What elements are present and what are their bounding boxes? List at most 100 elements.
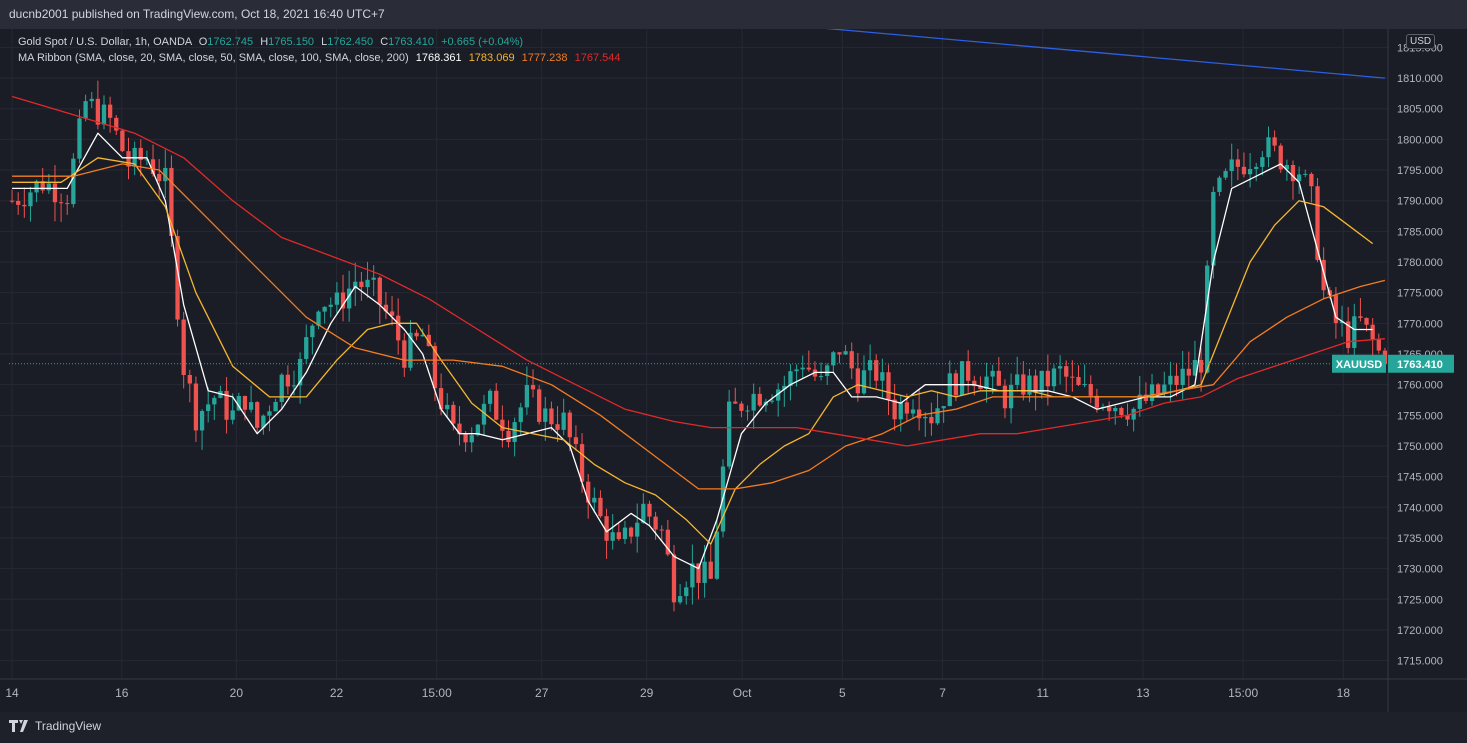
candle xyxy=(297,352,303,404)
currency-button[interactable]: USD xyxy=(1406,34,1436,49)
candle-body xyxy=(1254,166,1259,170)
candle xyxy=(647,500,652,527)
candle xyxy=(40,167,45,194)
open-label: O xyxy=(198,36,208,48)
candle-body xyxy=(279,374,284,402)
price-tick-label: 1780.000 xyxy=(1397,257,1443,269)
candle-body xyxy=(175,236,180,320)
candle-body xyxy=(671,554,677,603)
candle-body xyxy=(751,393,756,411)
candle-body xyxy=(1333,295,1339,324)
ma20-value: 1768.361 xyxy=(415,52,462,64)
candle xyxy=(457,406,462,446)
candle xyxy=(463,431,468,452)
candle xyxy=(524,366,530,415)
candle-body xyxy=(647,503,652,517)
candle xyxy=(782,375,787,407)
candle-body xyxy=(114,117,119,131)
candle-body xyxy=(892,399,897,420)
candle-body xyxy=(1137,394,1142,409)
candle xyxy=(255,401,260,434)
candle-body xyxy=(273,401,278,412)
price-chart[interactable]: 1715.000 1720.000 1725.000 1730.000 1735.000… xyxy=(0,19,1467,712)
candle xyxy=(825,363,830,385)
candle-body xyxy=(530,385,536,390)
candle-body xyxy=(383,304,389,312)
candle xyxy=(1088,375,1093,404)
candle xyxy=(383,291,389,320)
candle-body xyxy=(1168,375,1173,385)
candle xyxy=(402,333,407,377)
candle xyxy=(586,474,591,519)
candle-body xyxy=(408,332,413,368)
candle xyxy=(475,424,481,437)
symbol-badge-bg xyxy=(1332,354,1386,373)
candle-body xyxy=(169,167,174,237)
candle-body xyxy=(1198,359,1204,373)
symbol-badge-label: XAUUSD xyxy=(1336,359,1383,371)
ma-ribbon-label[interactable]: MA Ribbon (SMA, close, 20, SMA, close, 5… xyxy=(18,52,409,64)
candle-body xyxy=(1113,407,1118,412)
candle xyxy=(598,490,603,518)
candle xyxy=(776,383,781,417)
footer: TradingView xyxy=(0,712,1467,743)
candle xyxy=(487,388,493,412)
candle-body xyxy=(285,374,291,387)
time-tick-label: 27 xyxy=(535,686,549,700)
candle-body xyxy=(163,167,168,182)
candle-body xyxy=(248,402,254,410)
candle-body xyxy=(71,158,76,205)
candle xyxy=(52,165,58,222)
candle xyxy=(665,520,671,557)
candle-body xyxy=(806,367,811,370)
symbol-title[interactable]: Gold Spot / U.S. Dollar, 1h, OANDA xyxy=(18,36,192,48)
candle xyxy=(677,583,683,605)
candle-body xyxy=(487,390,493,404)
candle xyxy=(212,395,217,420)
candle xyxy=(445,393,450,417)
candle-body xyxy=(224,390,229,420)
candle xyxy=(923,412,928,437)
candle-body xyxy=(126,151,131,167)
chart-area[interactable]: 1715.000 1720.000 1725.000 1730.000 1735.000… xyxy=(0,19,1467,712)
candle-body xyxy=(966,361,971,381)
candle-body xyxy=(230,410,235,420)
candle-body xyxy=(432,346,438,389)
candle xyxy=(469,427,474,453)
candle-body xyxy=(628,527,634,537)
candle xyxy=(837,352,842,364)
candle xyxy=(199,409,205,450)
candle-body xyxy=(561,412,566,430)
candle-body xyxy=(451,404,456,424)
candle-body xyxy=(52,183,58,203)
candle xyxy=(181,311,186,389)
candle xyxy=(733,387,738,404)
candle-body xyxy=(726,401,732,467)
candle-body xyxy=(800,367,805,370)
candle-body xyxy=(46,183,51,191)
candle-body xyxy=(1094,395,1100,408)
candle xyxy=(236,392,241,412)
candle-body xyxy=(708,561,713,579)
candle-body xyxy=(414,332,419,337)
candle xyxy=(224,377,229,434)
candle-body xyxy=(1247,169,1253,175)
candle-body xyxy=(1186,368,1191,376)
candle xyxy=(279,373,284,410)
candle xyxy=(95,80,101,130)
candle-body xyxy=(463,434,468,443)
candles xyxy=(9,80,1388,612)
candle-body xyxy=(1352,316,1357,348)
tradingview-brand[interactable]: TradingView xyxy=(9,719,101,733)
candle-body xyxy=(95,98,101,125)
candle-body xyxy=(426,334,431,347)
candle xyxy=(1051,364,1057,394)
candle xyxy=(126,137,131,180)
candle xyxy=(1082,364,1087,388)
candle xyxy=(1358,298,1363,322)
candle-body xyxy=(1223,171,1228,178)
price-tick-label: 1810.000 xyxy=(1397,73,1443,85)
candle-body xyxy=(297,358,303,386)
candle-body xyxy=(512,422,517,443)
candle-body xyxy=(481,403,487,425)
